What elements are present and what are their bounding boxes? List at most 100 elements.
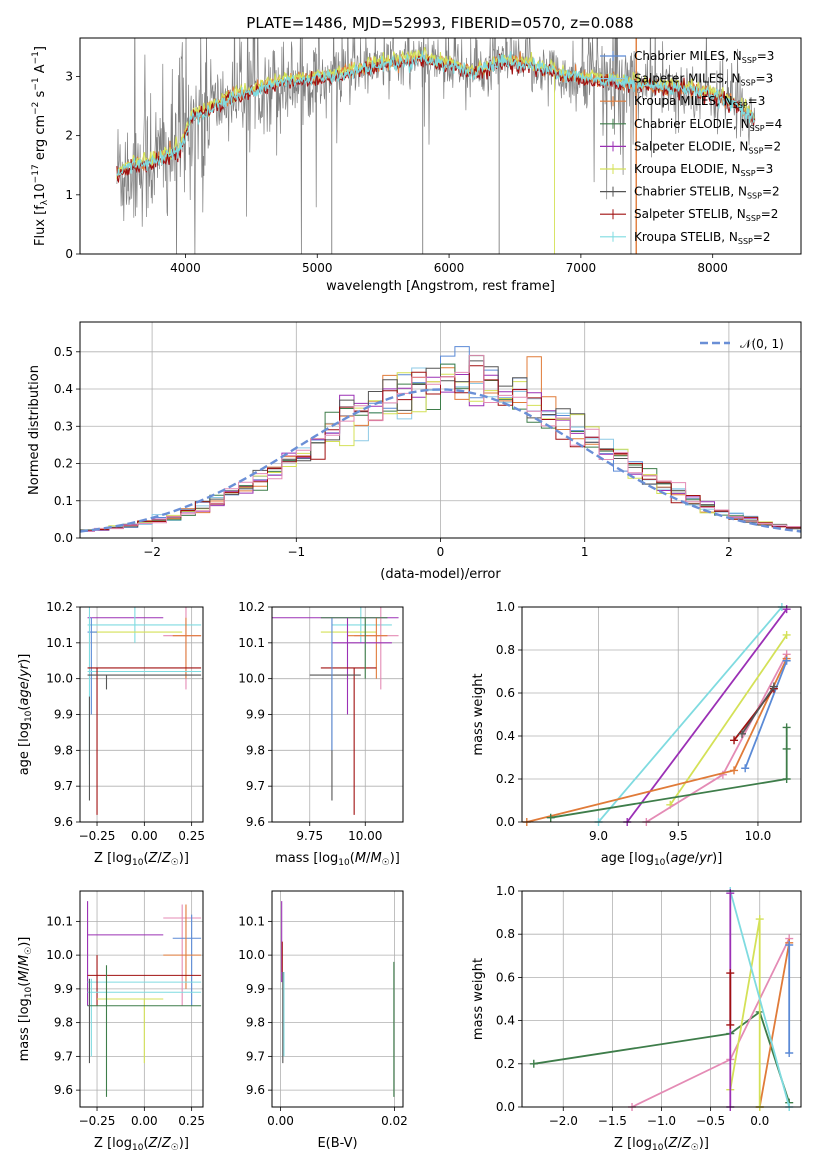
series-line-kroupa_stelib [597, 607, 783, 822]
massweight-vs-age-panel: 9.0 9.5 10.0 0.0 0.2 0.4 0.6 0.8 1.0 mass weight a… [471, 600, 802, 868]
y-tick-label: 2 [65, 129, 73, 143]
y-axis-label: Normed distribution [27, 365, 42, 495]
series-point-salpeter_stelib [730, 736, 739, 745]
series-point-chabrier_stelib [769, 682, 778, 691]
series-point-salpeter_elodie [726, 889, 735, 898]
legend-label: Chabrier STELIB, NSSP=2 [634, 185, 780, 201]
y-tick-label: 1 [65, 188, 73, 202]
massweight-vs-metallicity-panel: −2.0 −1.5 −1.0 −0.5 0.0 0.0 0.2 0.4 0.6 0.8 1.0 mas… [471, 884, 802, 1153]
legend-entry-kroupa_elodie: Kroupa ELODIE, NSSP=3 [600, 162, 773, 178]
x-tick-label: 4000 [170, 261, 201, 275]
legend-label: Kroupa MILES, NSSP=3 [634, 94, 765, 110]
y-tick-label: 10.2 [46, 600, 73, 614]
y-tick-label: 0.5 [54, 345, 73, 359]
y-tick-label: 10.0 [238, 672, 265, 686]
x-axis-label: wavelength [Angstrom, rest frame] [326, 279, 555, 294]
legend-entry-chabrier_elodie: Chabrier ELODIE, NSSP=4 [600, 117, 782, 133]
y-tick-label: 9.8 [246, 1016, 265, 1030]
y-tick-label: 0.3 [54, 419, 73, 433]
x-tick-label: −0.25 [79, 829, 116, 843]
y-tick-label: 0.4 [496, 729, 515, 743]
series-point-chabrier_miles [741, 764, 750, 773]
legend-label-normal: 𝒩(0, 1) [740, 337, 784, 351]
y-tick-label: 10.1 [238, 636, 265, 650]
series-point-chabrier_elodie [529, 1059, 538, 1068]
model-spectrum-kroupa_miles [116, 51, 755, 177]
x-axis-label: Z [log10(Z/Z☉)] [94, 1136, 189, 1153]
y-tick-label: 9.9 [246, 982, 265, 996]
legend-label: Kroupa ELODIE, NSSP=3 [634, 162, 773, 178]
legend-entry-kroupa_miles: Kroupa MILES, NSSP=3 [600, 94, 765, 110]
x-tick-label: 5000 [302, 261, 333, 275]
x-tick-label: −0.5 [696, 1114, 725, 1128]
axes-frame [79, 321, 802, 539]
x-tick-label: 0.0 [750, 1114, 769, 1128]
y-tick-label: 0.8 [496, 643, 515, 657]
x-tick-label: 6000 [434, 261, 465, 275]
series-point-chabrier_miles [785, 1049, 794, 1057]
y-tick-label: 10.0 [46, 948, 73, 962]
axes-frame [521, 606, 802, 823]
series-point-kroupa_elodie [782, 630, 791, 639]
legend-label: Salpeter MILES, NSSP=3 [634, 72, 773, 88]
y-tick-label: 9.8 [54, 1016, 73, 1030]
series-line-chabrier_elodie [533, 1010, 791, 1103]
legend-label: Salpeter ELODIE, NSSP=2 [634, 139, 781, 155]
x-axis-label: Z [log10(Z/Z☉)] [614, 1136, 709, 1153]
axes-frame [521, 890, 802, 1108]
y-tick-label: 9.6 [246, 1083, 265, 1097]
y-tick-label: 0.0 [496, 1100, 515, 1114]
x-axis-label: mass [log10(M/M☉)] [275, 851, 400, 868]
y-tick-label: 10.0 [238, 948, 265, 962]
x-tick-label: −1.0 [647, 1114, 676, 1128]
y-axis-label: mass weight [471, 958, 486, 1040]
x-tick-label: 0.00 [131, 1114, 158, 1128]
axes-frame [79, 606, 204, 823]
y-tick-label: 1.0 [496, 884, 515, 898]
axes-frame [271, 890, 404, 1108]
series-point-salpeter_stelib [726, 1020, 735, 1029]
y-tick-label: 9.7 [54, 779, 73, 793]
x-tick-label: −1.5 [598, 1114, 627, 1128]
y-tick-label: 10.1 [46, 914, 73, 928]
model-spectrum-kroupa_stelib [116, 50, 755, 177]
y-tick-label: 9.9 [54, 708, 73, 722]
figure-title: PLATE=1486, MJD=52993, FIBERID=0570, z=0… [246, 14, 633, 32]
y-tick-label: 9.7 [54, 1049, 73, 1063]
series-point-chabrier_miles [785, 941, 794, 949]
y-tick-label: 0.0 [496, 815, 515, 829]
y-axis-label: Flux [fλ10−17 erg cm−2 s−1 A−1] [31, 46, 50, 246]
series-point-kroupa_miles [730, 766, 739, 775]
series-line-kroupa_miles [758, 942, 791, 1107]
y-tick-label: 0.4 [54, 382, 73, 396]
legend-entry-chabrier_stelib: Chabrier STELIB, NSSP=2 [600, 185, 780, 201]
y-tick-label: 10.1 [238, 914, 265, 928]
legend-label: Chabrier ELODIE, NSSP=4 [634, 117, 782, 133]
y-tick-label: 9.8 [246, 743, 265, 757]
legend-label: Chabrier MILES, NSSP=3 [634, 49, 774, 65]
y-tick-label: 9.8 [54, 743, 73, 757]
series-point-chabrier_miles [782, 656, 791, 665]
axes-frame [271, 606, 404, 823]
y-tick-label: 0.2 [496, 772, 515, 786]
axes-frame [79, 890, 204, 1108]
x-tick-label: 10.00 [348, 829, 382, 843]
legend-entry-salpeter_stelib: Salpeter STELIB, NSSP=2 [600, 207, 778, 223]
histogram-pink [80, 354, 801, 532]
y-tick-label: 0.6 [496, 970, 515, 984]
series-point-chabrier_elodie [782, 775, 791, 783]
x-axis-label: Z [log10(Z/Z☉)] [94, 851, 189, 868]
x-axis-label: (data-model)/error [380, 567, 501, 582]
y-tick-label: 0 [65, 247, 73, 261]
x-tick-label: 0 [437, 545, 445, 559]
x-tick-label: 10.0 [745, 829, 772, 843]
histogram-salpeter_stelib [80, 365, 801, 532]
y-tick-label: 10.2 [238, 600, 265, 614]
residuals-panel: −2 −1 0 1 2 0.0 0.1 0.2 0.3 0.4 0.5 (data-model)/er… [27, 321, 802, 582]
y-tick-label: 0.8 [496, 927, 515, 941]
x-tick-label: 2 [725, 545, 733, 559]
series-line-chabrier_elodie [550, 727, 788, 819]
y-tick-label: 0.6 [496, 686, 515, 700]
series-line-kroupa_stelib [729, 891, 791, 1107]
